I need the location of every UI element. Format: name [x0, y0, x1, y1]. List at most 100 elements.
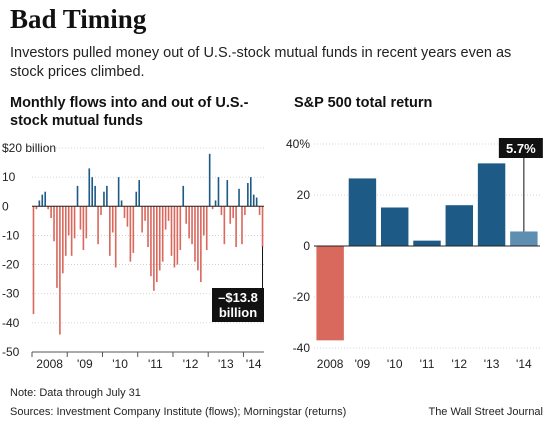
flow-bar: [150, 206, 152, 277]
flow-bar: [117, 177, 120, 207]
flow-bar: [138, 180, 140, 207]
flow-bar: [217, 177, 220, 207]
x-tick-label: '10: [112, 357, 128, 371]
x-tick-label: '09: [355, 357, 371, 371]
flow-bar: [100, 206, 102, 216]
flow-bar: [70, 206, 73, 256]
flow-bar: [202, 206, 205, 236]
credit: The Wall Street Journal: [428, 406, 543, 418]
x-tick-label: '13: [218, 357, 234, 371]
return-bar: [510, 231, 538, 246]
x-tick-label: '09: [77, 357, 93, 371]
flow-bar: [38, 200, 41, 207]
x-tick-label: '13: [484, 357, 500, 371]
chart-subtitle: Investors pulled money out of U.S.-stock…: [10, 45, 512, 80]
flow-bar: [261, 206, 264, 248]
flow-bar: [56, 206, 58, 288]
x-tick-label: '10: [387, 357, 403, 371]
flow-bar: [79, 206, 82, 230]
y-tick-label: -50: [2, 345, 20, 359]
flow-bar: [185, 206, 187, 224]
y-tick-label: 10: [2, 170, 16, 184]
annotation-box: [498, 138, 543, 158]
flow-bar: [53, 206, 55, 242]
return-bar: [316, 246, 344, 341]
flow-bar: [141, 206, 143, 233]
annotation-box: [212, 288, 264, 322]
y-tick-label: 20: [297, 188, 311, 202]
flow-bar: [173, 206, 176, 268]
flow-bar: [59, 206, 61, 335]
flow-bar: [94, 185, 96, 207]
flow-bar: [229, 206, 232, 224]
flow-bar: [232, 206, 234, 218]
flow-bar: [120, 200, 123, 207]
flow-bar: [170, 206, 173, 256]
flow-bar: [156, 206, 158, 283]
y-tick-label: 0: [2, 199, 9, 213]
flow-bar: [255, 197, 258, 207]
flow-bar: [135, 191, 138, 207]
x-tick-label: '14: [246, 357, 262, 371]
flow-bar: [144, 206, 146, 221]
flow-bar: [249, 177, 252, 207]
flow-bar: [82, 206, 85, 250]
return-bar: [380, 207, 409, 246]
flow-bar: [132, 206, 135, 253]
y-tick-label: -40: [2, 316, 20, 330]
flow-bar: [103, 191, 105, 207]
flow-bar: [97, 206, 99, 245]
y-tick-label: 40%: [286, 137, 310, 151]
flow-bar: [208, 153, 211, 207]
flow-bar: [109, 206, 111, 256]
flow-bar: [223, 206, 226, 245]
flow-bar: [238, 188, 240, 207]
flow-bar: [114, 206, 117, 268]
flow-bar: [252, 194, 255, 207]
y-tick-label: -10: [2, 228, 20, 242]
flow-bar: [167, 206, 170, 221]
flow-bar: [191, 206, 193, 245]
flow-bar: [73, 206, 76, 239]
return-bar: [413, 240, 441, 246]
flow-bar: [161, 206, 164, 262]
returns-chart: 40% 20 0 -20 -40 2008 '09 '10 '11 '12 '13 '14 5.7%: [286, 137, 543, 371]
flow-bar: [44, 191, 47, 207]
x-tick-label: '12: [183, 357, 199, 371]
x-tick-label: '11: [420, 357, 435, 371]
sources: Sources: Investment Company Institute (f…: [10, 406, 347, 418]
x-tick-label: 2008: [36, 357, 63, 371]
flow-bar: [153, 206, 155, 291]
flow-bar: [32, 206, 35, 315]
left-panel-title: Monthly flows into and out of U.S.-stock…: [10, 95, 249, 129]
return-bar: [477, 163, 506, 246]
flow-bar: [106, 185, 108, 207]
flow-bar: [241, 206, 243, 245]
flow-bar: [226, 180, 229, 207]
flow-bar: [76, 185, 79, 207]
flow-bar: [188, 206, 190, 239]
flow-bar: [111, 206, 114, 233]
flows-chart: $20 billion 10 0 -10 -20 -30 -40 -50 2008 '09 '10 '…: [2, 141, 264, 371]
flow-bar: [123, 206, 126, 218]
flow-bar: [176, 206, 179, 265]
footnote: Note: Data through July 31: [10, 387, 141, 399]
flow-bar: [182, 185, 185, 207]
y-tick-label: -30: [2, 287, 20, 301]
y-tick-label: 0: [303, 239, 310, 253]
flow-bar: [220, 206, 223, 216]
flow-bar: [50, 206, 52, 218]
flow-bar: [91, 177, 94, 207]
y-tick-label: -20: [2, 258, 20, 272]
y-tick-label: $20 billion: [2, 141, 56, 155]
flow-bar: [62, 206, 64, 274]
chart-title: Bad Timing: [10, 4, 147, 34]
flow-bar: [179, 206, 182, 250]
flow-bar: [126, 206, 129, 227]
flow-bar: [147, 206, 149, 248]
flow-bar: [194, 206, 196, 262]
flow-bar: [41, 194, 44, 207]
flow-bar: [197, 206, 199, 271]
flow-bar: [200, 206, 202, 283]
flow-bar: [244, 206, 246, 216]
